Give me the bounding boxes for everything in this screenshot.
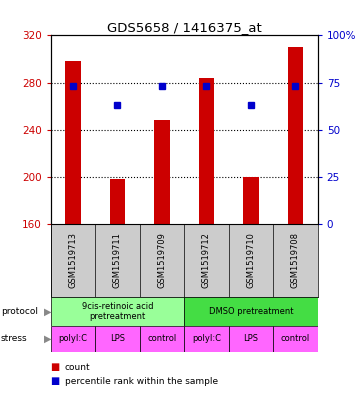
Bar <box>51 326 95 352</box>
Text: control: control <box>281 334 310 343</box>
Bar <box>51 297 184 326</box>
Bar <box>243 177 259 224</box>
Bar <box>184 297 318 326</box>
Text: LPS: LPS <box>243 334 258 343</box>
Bar <box>229 326 273 352</box>
Bar <box>288 47 303 224</box>
Text: GSM1519709: GSM1519709 <box>157 232 166 288</box>
Text: GSM1519710: GSM1519710 <box>247 232 255 288</box>
Bar <box>154 120 170 224</box>
Text: 9cis-retinoic acid
pretreatment: 9cis-retinoic acid pretreatment <box>82 302 153 321</box>
Bar <box>273 326 318 352</box>
Bar <box>140 326 184 352</box>
Text: polyI:C: polyI:C <box>192 334 221 343</box>
Text: DMSO pretreatment: DMSO pretreatment <box>209 307 293 316</box>
Bar <box>109 179 125 224</box>
Text: stress: stress <box>1 334 27 343</box>
Text: LPS: LPS <box>110 334 125 343</box>
Text: ■: ■ <box>51 376 60 386</box>
Text: control: control <box>147 334 177 343</box>
Text: ▶: ▶ <box>44 307 51 316</box>
Text: protocol: protocol <box>1 307 38 316</box>
Text: count: count <box>65 363 91 372</box>
Bar <box>95 326 140 352</box>
Text: ▶: ▶ <box>44 334 51 344</box>
Bar <box>199 78 214 224</box>
Text: polyI:C: polyI:C <box>58 334 87 343</box>
Text: GSM1519713: GSM1519713 <box>68 232 77 288</box>
Text: percentile rank within the sample: percentile rank within the sample <box>65 377 218 386</box>
Bar <box>65 61 81 224</box>
Text: ■: ■ <box>51 362 60 373</box>
Bar <box>184 326 229 352</box>
Text: GSM1519712: GSM1519712 <box>202 232 211 288</box>
Title: GDS5658 / 1416375_at: GDS5658 / 1416375_at <box>107 21 261 34</box>
Text: GSM1519711: GSM1519711 <box>113 232 122 288</box>
Text: GSM1519708: GSM1519708 <box>291 232 300 288</box>
